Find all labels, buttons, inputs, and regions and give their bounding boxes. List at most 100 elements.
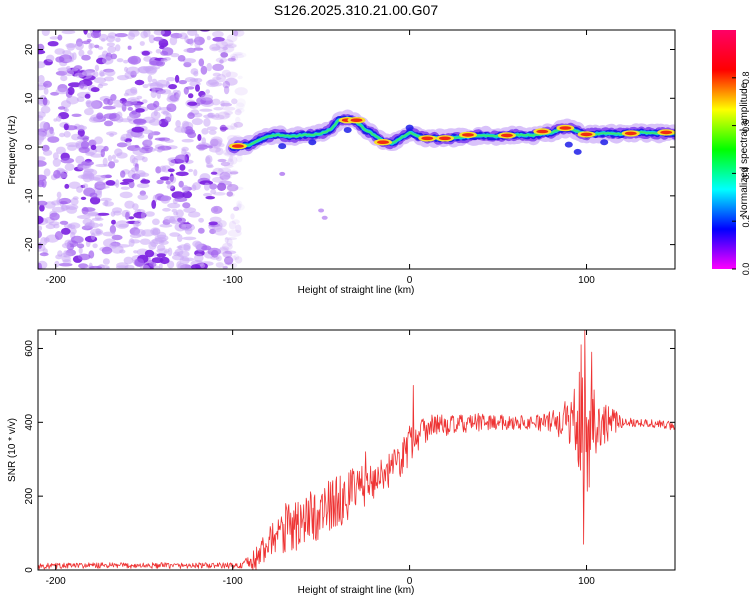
noise-blob (120, 170, 126, 178)
noise-blob (175, 93, 181, 99)
noise-blob (76, 215, 91, 219)
noise-blob (99, 223, 103, 227)
noise-blob (93, 77, 107, 84)
noise-blob (132, 148, 146, 156)
noise-blob (61, 227, 71, 235)
noise-blob (177, 250, 190, 258)
noise-blob (157, 148, 163, 153)
noise-blob (204, 182, 210, 191)
noise-blob (59, 132, 65, 138)
noise-blob (89, 220, 95, 229)
snr-x-ticks: -200 -100 0 100 (46, 330, 595, 587)
noise-blob (129, 233, 142, 239)
noise-blob (119, 249, 126, 254)
noise-blob (196, 144, 209, 150)
noise-blob (215, 57, 228, 63)
noise-blob (149, 130, 155, 137)
noise-blob (109, 133, 114, 137)
noise-blob (135, 108, 145, 113)
noise-blob (230, 122, 238, 130)
noise-blob (127, 106, 133, 111)
noise-blob (120, 136, 127, 142)
noise-blob (55, 70, 68, 76)
ridge-center (231, 117, 675, 149)
noise-blob (159, 256, 170, 265)
noise-blob (144, 65, 158, 74)
noise-blob (94, 136, 103, 145)
noise-blob (144, 211, 155, 217)
noise-blob (133, 118, 147, 126)
noise-blob (176, 245, 183, 249)
noise-blob (81, 207, 96, 212)
noise-blob (166, 77, 176, 82)
noise-blob (38, 215, 44, 225)
noise-blob (94, 44, 100, 49)
noise-blob (184, 129, 196, 135)
ridge-peak-core (624, 131, 637, 136)
noise-blob (236, 98, 246, 108)
colorbar-tick-label: 0.0 (741, 263, 750, 276)
noise-blob (140, 179, 151, 185)
noise-blob (215, 147, 224, 156)
y-tick-label: 600 (24, 340, 35, 357)
noise-blob (235, 108, 245, 113)
noise-blob (68, 82, 82, 88)
ridge-bulge (308, 139, 317, 146)
noise-blob (119, 181, 130, 185)
noise-blob (219, 246, 230, 251)
spectrogram-frame (37, 29, 676, 270)
snr-series-line (38, 330, 675, 570)
noise-blob (96, 185, 110, 189)
noise-blob (219, 175, 232, 179)
noise-blob (210, 171, 218, 175)
noise-blob (231, 98, 238, 105)
noise-blob (100, 148, 106, 158)
noise-blob (114, 33, 128, 38)
noise-blob (177, 217, 187, 224)
noise-blob (220, 52, 229, 58)
noise-blob (38, 262, 42, 269)
noise-blob (208, 221, 218, 226)
noise-blob (191, 118, 203, 126)
spectrogram-y-label: Frequency (Hz) (7, 116, 18, 185)
noise-blob (188, 168, 194, 173)
noise-blob (53, 223, 60, 229)
noise-blob (43, 168, 51, 177)
ridge-bulge (278, 143, 287, 150)
noise-blob (46, 54, 55, 62)
noise-blob (231, 219, 240, 225)
noise-blob (132, 203, 139, 211)
noise-blob (133, 250, 138, 254)
snr-y-label: SNR (10 * v/v) (7, 418, 18, 482)
noise-blob (147, 74, 153, 83)
noise-blob (224, 262, 235, 266)
noise-blob (187, 112, 195, 119)
noise-blob (221, 44, 235, 53)
noise-blob (151, 78, 157, 83)
noise-blob (218, 167, 231, 173)
noise-blob (153, 36, 163, 42)
noise-blob (111, 219, 116, 225)
noise-blob (97, 46, 104, 50)
noise-blob (115, 37, 121, 43)
noise-blob (218, 49, 227, 53)
noise-blob (104, 120, 114, 127)
x-tick-label: 100 (578, 576, 595, 587)
noise-blob (230, 262, 238, 268)
noise-blob (210, 189, 217, 195)
noise-blob (203, 192, 212, 197)
noise-blob (110, 53, 118, 60)
noise-blob (40, 105, 51, 114)
noise-blob (116, 244, 131, 248)
noise-blob (90, 87, 100, 93)
noise-blob (214, 228, 228, 236)
noise-blob (167, 202, 181, 209)
noise-blob (201, 137, 206, 145)
noise-blob (188, 93, 194, 99)
noise-blob (193, 47, 204, 51)
noise-blob (221, 39, 234, 47)
noise-blob (220, 100, 225, 108)
noise-blob (183, 242, 191, 252)
noise-blob (47, 136, 60, 143)
y-tick-label: 20 (24, 44, 35, 56)
